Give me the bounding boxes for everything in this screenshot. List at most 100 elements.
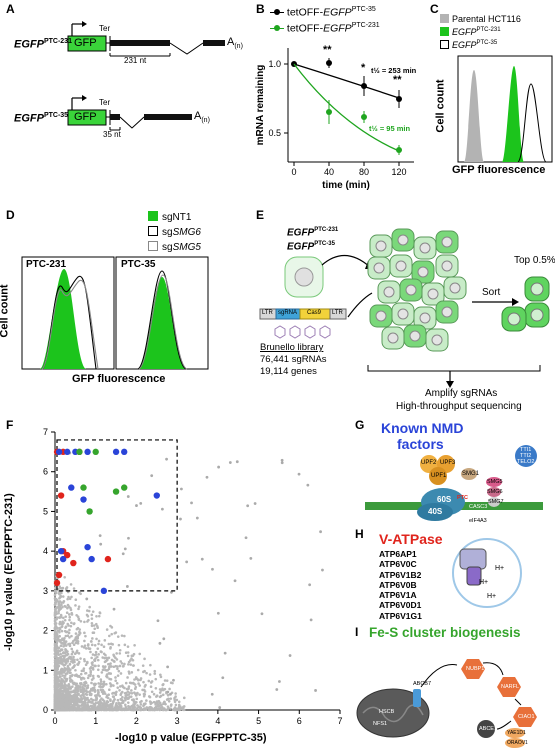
hit-point xyxy=(59,555,67,563)
bg-point xyxy=(135,504,138,507)
bg-point xyxy=(117,643,121,647)
h-ion3: H+ xyxy=(487,593,497,600)
bg-point xyxy=(64,605,67,608)
hit-point xyxy=(153,492,160,499)
bg-point xyxy=(71,660,75,664)
bg-point xyxy=(145,671,148,675)
bg-point xyxy=(79,657,82,660)
h-gene-4: ATP6V1A xyxy=(379,590,417,601)
bg-point xyxy=(94,701,98,705)
sig-120: ** xyxy=(393,74,402,86)
hit-point xyxy=(76,448,83,456)
cluster-nucleus xyxy=(373,262,385,274)
bg-point xyxy=(73,674,77,677)
bg-point xyxy=(280,461,284,465)
bg-point xyxy=(93,643,97,647)
bg-point xyxy=(137,706,141,709)
bg-point xyxy=(72,643,76,647)
bg-point xyxy=(93,688,97,692)
bg-point xyxy=(61,659,65,663)
hit-point xyxy=(68,484,75,491)
bg-point xyxy=(179,517,182,521)
bg-point xyxy=(141,664,145,667)
bg-point xyxy=(138,693,141,696)
f-ylabel: -log10 p value (EGFPPTC-231) xyxy=(2,493,15,651)
bg-point xyxy=(309,618,313,622)
panel-label-i: I xyxy=(355,625,359,639)
bg-point xyxy=(84,663,88,667)
bg-point xyxy=(153,669,157,673)
bg-point xyxy=(110,632,114,636)
bg-point xyxy=(104,659,108,663)
y-tick-label: 4 xyxy=(43,546,48,556)
bg-point xyxy=(123,634,126,638)
bg-point xyxy=(216,611,220,615)
bg-point xyxy=(77,633,81,636)
panel-e-screen: EGFPPTC-231 EGFPPTC-35 LTR sgRNA Cas9 LT… xyxy=(250,205,555,415)
bg-point xyxy=(115,658,119,661)
construct2-label: EGFPPTC-35 xyxy=(14,112,69,125)
hit-point xyxy=(121,484,128,491)
bg-point xyxy=(123,643,127,647)
bg-point xyxy=(53,633,57,637)
bg-point xyxy=(119,692,123,695)
bg-point xyxy=(79,676,83,680)
bg-point xyxy=(105,695,108,699)
x-tick-label: 2 xyxy=(134,716,139,726)
bg-point xyxy=(82,677,86,680)
bg-point xyxy=(78,628,82,631)
bg-point xyxy=(166,693,170,697)
bg-point xyxy=(53,702,57,706)
bg-point xyxy=(96,689,100,692)
bg-point xyxy=(75,701,78,705)
cluster-nucleus xyxy=(397,308,409,320)
bg-point xyxy=(94,650,98,654)
vector-sgrna: sgRNA xyxy=(278,310,298,316)
x-tick-label: 1 xyxy=(93,716,98,726)
bg-point xyxy=(61,703,65,706)
bg-point xyxy=(116,674,120,677)
bg-point xyxy=(89,669,92,673)
bg-point xyxy=(79,694,82,698)
bg-point xyxy=(98,611,102,614)
bg-point xyxy=(61,638,64,642)
bg-point xyxy=(55,658,58,662)
bg-point xyxy=(91,637,94,640)
bg-point xyxy=(77,607,80,611)
bg-point xyxy=(64,689,68,693)
bg-point xyxy=(84,684,87,688)
bg-point xyxy=(67,613,71,616)
bg-point xyxy=(93,664,97,668)
cluster-nucleus xyxy=(441,306,453,318)
bg-point xyxy=(288,654,292,657)
c-xlabel: GFP fluorescence xyxy=(452,164,546,176)
hit-point xyxy=(121,448,128,456)
x-tick-label: 6 xyxy=(297,716,302,726)
bg-point xyxy=(205,475,209,479)
bg-point xyxy=(63,618,67,622)
bg-point xyxy=(145,699,148,702)
bg-point xyxy=(128,691,131,695)
g-smg5: SMG5 xyxy=(487,479,503,485)
bg-point xyxy=(132,652,136,656)
bg-point xyxy=(97,614,101,618)
bg-point xyxy=(89,704,93,708)
bg-point xyxy=(67,667,70,670)
h-gene-list: ATP6AP1 ATP6V0C ATP6V1B2 ATP6V0B ATP6V1A ATP6… xyxy=(379,549,422,621)
svg-text:1.0: 1.0 xyxy=(268,59,281,69)
bg-point xyxy=(70,595,73,599)
bg-point xyxy=(59,614,63,618)
hit-point xyxy=(88,555,95,563)
bg-point xyxy=(94,708,98,712)
bg-point xyxy=(130,689,133,692)
bg-point xyxy=(129,663,133,666)
bg-point xyxy=(127,687,130,691)
bg-point xyxy=(123,662,126,666)
bg-point xyxy=(82,667,86,670)
bg-point xyxy=(60,694,64,697)
cluster-nucleus xyxy=(419,242,431,254)
h-gene-3: ATP6V0B xyxy=(379,579,417,590)
bg-point xyxy=(76,626,80,630)
bg-point xyxy=(72,694,75,697)
bg-point xyxy=(77,617,81,621)
